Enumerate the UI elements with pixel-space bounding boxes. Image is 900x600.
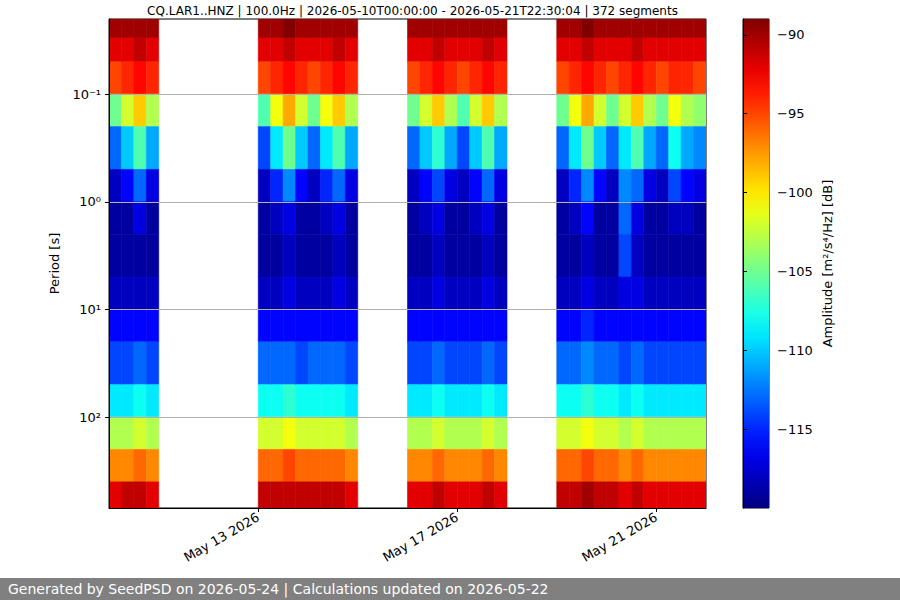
svg-text:Amplitude [m²/s⁴/Hz] [dB]: Amplitude [m²/s⁴/Hz] [dB] (820, 180, 835, 348)
svg-text:−110: −110 (777, 343, 813, 358)
svg-text:Generated by SeedPSD on 2026-0: Generated by SeedPSD on 2026-05-24 | Cal… (8, 581, 549, 598)
svg-text:May 13 2026: May 13 2026 (181, 510, 262, 565)
svg-text:10⁻¹: 10⁻¹ (72, 87, 101, 102)
svg-text:May 21 2026: May 21 2026 (579, 510, 660, 565)
svg-text:10¹: 10¹ (79, 302, 101, 317)
svg-text:10²: 10² (79, 410, 101, 425)
svg-text:CQ.LAR1..HNZ | 100.0Hz | 2026-: CQ.LAR1..HNZ | 100.0Hz | 2026-05-10T00:0… (147, 4, 678, 18)
svg-text:−95: −95 (777, 106, 804, 121)
svg-text:10⁰: 10⁰ (79, 194, 101, 209)
svg-text:May 17 2026: May 17 2026 (380, 510, 461, 565)
svg-text:−105: −105 (777, 264, 813, 279)
svg-text:Period [s]: Period [s] (47, 233, 62, 295)
svg-text:−90: −90 (777, 27, 804, 42)
svg-text:−100: −100 (777, 185, 813, 200)
svg-text:−115: −115 (777, 422, 813, 437)
